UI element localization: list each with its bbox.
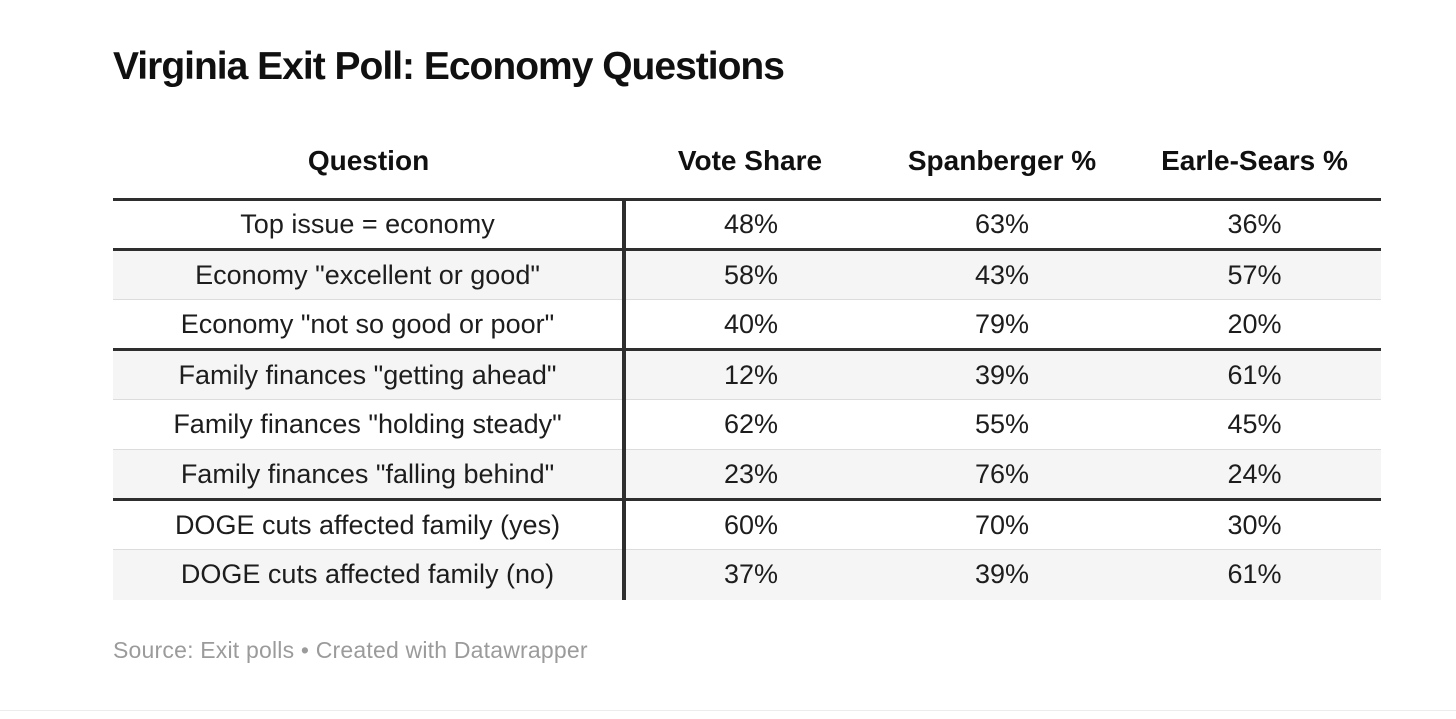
question-cell: Family finances "falling behind": [113, 449, 626, 501]
page-title: Virginia Exit Poll: Economy Questions: [113, 45, 785, 88]
table-body: Top issue = economy 48% 63% 36% Economy …: [113, 199, 1381, 600]
question-cell: Economy "excellent or good": [113, 249, 626, 300]
vote-share-cell: 48%: [624, 199, 876, 251]
header-row: Question Vote Share Spanberger % Earle-S…: [113, 145, 1381, 201]
bottom-divider: [0, 710, 1456, 711]
exit-poll-table: Question Vote Share Spanberger % Earle-S…: [113, 145, 1381, 600]
question-cell: Family finances "getting ahead": [113, 349, 626, 400]
question-cell: DOGE cuts affected family (no): [113, 549, 626, 600]
table-row: Top issue = economy 48% 63% 36%: [113, 199, 1381, 251]
earle-sears-cell: 30%: [1128, 499, 1381, 550]
vote-share-cell: 37%: [624, 549, 876, 600]
earle-sears-cell: 45%: [1128, 399, 1381, 450]
spanberger-cell: 39%: [876, 349, 1128, 400]
vote-share-cell: 12%: [624, 349, 876, 400]
earle-sears-cell: 36%: [1128, 199, 1381, 251]
earle-sears-cell: 57%: [1128, 249, 1381, 300]
vote-share-cell: 23%: [624, 449, 876, 501]
spanberger-cell: 39%: [876, 549, 1128, 600]
table-row: Economy "excellent or good" 58% 43% 57%: [113, 249, 1381, 300]
column-header-spanberger: Spanberger %: [876, 145, 1128, 201]
earle-sears-cell: 61%: [1128, 549, 1381, 600]
table-row: Family finances "getting ahead" 12% 39% …: [113, 349, 1381, 400]
chart-container: Virginia Exit Poll: Economy Questions Qu…: [113, 0, 1382, 664]
table-row: Family finances "falling behind" 23% 76%…: [113, 449, 1381, 501]
earle-sears-cell: 24%: [1128, 449, 1381, 501]
spanberger-cell: 79%: [876, 299, 1128, 351]
table-row: DOGE cuts affected family (no) 37% 39% 6…: [113, 549, 1381, 600]
vote-share-cell: 62%: [624, 399, 876, 450]
table-row: Economy "not so good or poor" 40% 79% 20…: [113, 299, 1381, 351]
vote-share-cell: 60%: [624, 499, 876, 550]
question-cell: DOGE cuts affected family (yes): [113, 499, 626, 550]
table-header: Question Vote Share Spanberger % Earle-S…: [113, 145, 1381, 201]
vote-share-cell: 40%: [624, 299, 876, 351]
column-header-earle-sears: Earle-Sears %: [1128, 145, 1381, 201]
earle-sears-cell: 20%: [1128, 299, 1381, 351]
spanberger-cell: 43%: [876, 249, 1128, 300]
column-header-vote-share: Vote Share: [624, 145, 876, 201]
spanberger-cell: 76%: [876, 449, 1128, 501]
table-row: Family finances "holding steady" 62% 55%…: [113, 399, 1381, 450]
table-row: DOGE cuts affected family (yes) 60% 70% …: [113, 499, 1381, 550]
question-cell: Top issue = economy: [113, 199, 626, 251]
source-attribution: Source: Exit polls • Created with Datawr…: [113, 636, 588, 663]
earle-sears-cell: 61%: [1128, 349, 1381, 400]
question-cell: Family finances "holding steady": [113, 399, 626, 450]
column-header-question: Question: [113, 145, 624, 201]
vote-share-cell: 58%: [624, 249, 876, 300]
question-cell: Economy "not so good or poor": [113, 299, 626, 351]
spanberger-cell: 63%: [876, 199, 1128, 251]
spanberger-cell: 55%: [876, 399, 1128, 450]
spanberger-cell: 70%: [876, 499, 1128, 550]
